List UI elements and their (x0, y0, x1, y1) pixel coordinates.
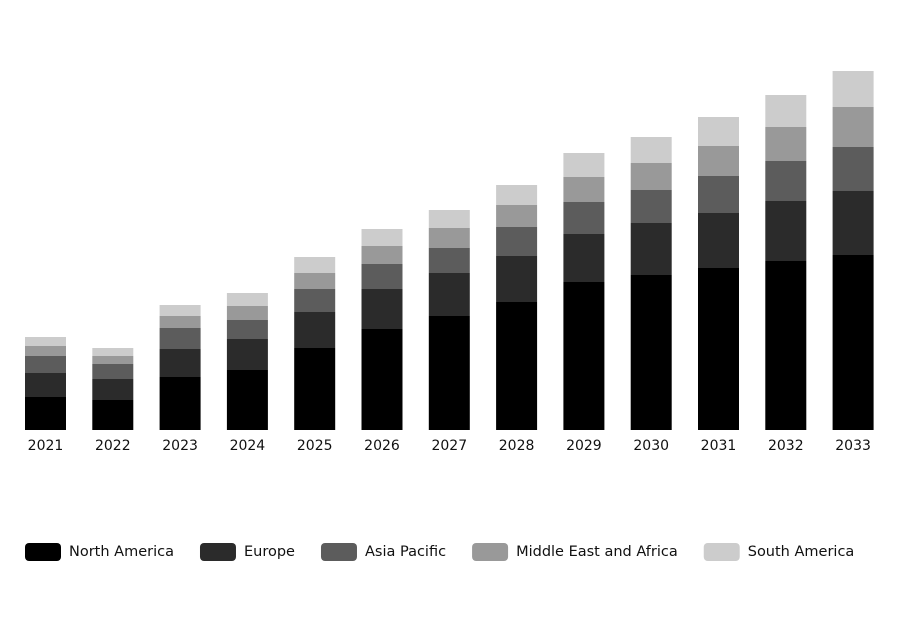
legend-swatch (320, 543, 357, 561)
bar-segment (428, 228, 470, 248)
bar-segment (25, 373, 66, 397)
bar-segment (226, 370, 268, 430)
bar-segment (832, 255, 874, 430)
x-tick-label: 2024 (230, 438, 266, 454)
bar-segment (361, 264, 403, 289)
x-tick-label: 2022 (95, 438, 131, 454)
x-tick-label: 2023 (162, 438, 198, 454)
bar-segment (25, 346, 66, 356)
bar-segment (25, 397, 66, 430)
bar-segment (630, 190, 672, 223)
bar-segment (159, 305, 201, 316)
bar-segment (361, 229, 403, 246)
bar-segment (428, 210, 470, 228)
bar-segment (496, 227, 538, 256)
legend-label: Europe (244, 544, 295, 560)
bar-segment (428, 273, 470, 316)
bar-segment (698, 176, 739, 213)
bar-segment (25, 337, 66, 346)
bar-segment (294, 257, 336, 273)
bar-segment (630, 223, 672, 275)
bar-segment (496, 302, 538, 430)
bar-segment (361, 289, 403, 329)
legend-label: North America (69, 544, 174, 560)
legend-label: South America (748, 544, 855, 560)
bar-segment (765, 261, 807, 430)
bar-segment (496, 185, 538, 205)
x-tick-label: 2025 (297, 438, 333, 454)
bar-segment (496, 205, 538, 227)
bar-segment (92, 379, 134, 400)
x-tick-label: 2026 (364, 438, 400, 454)
x-tick-label: 2029 (566, 438, 602, 454)
bar-segment (698, 268, 739, 430)
x-tick-label: 2028 (499, 438, 535, 454)
bar-segment (563, 234, 605, 282)
bar-segment (428, 316, 470, 430)
legend-swatch (199, 543, 236, 561)
bar-segment (159, 349, 201, 377)
legend-swatch (25, 543, 61, 561)
legend-swatch (472, 543, 509, 561)
bar-segment (630, 163, 672, 190)
bar-segment (159, 316, 201, 328)
bar-segment (832, 107, 874, 147)
bar-segment (294, 312, 336, 348)
bar-segment (563, 282, 605, 430)
bar-segment (630, 137, 672, 163)
bar-segment (698, 146, 739, 176)
bar-segment (765, 201, 807, 261)
bar-segment (92, 400, 134, 430)
bar-segment (294, 273, 336, 289)
bar-segment (496, 256, 538, 302)
bar-segment (630, 275, 672, 430)
bar-segment (226, 320, 268, 339)
bar-segment (832, 71, 874, 107)
bar-segment (765, 95, 807, 127)
x-tick-label: 2030 (633, 438, 669, 454)
bar-segment (92, 356, 134, 364)
bar-segment (226, 339, 268, 370)
legend-label: Asia Pacific (365, 544, 446, 560)
bar-segment (159, 328, 201, 349)
bar-segment (698, 213, 739, 268)
bar-segment (832, 191, 874, 255)
bar-segment (92, 364, 134, 379)
bar-segment (25, 356, 66, 373)
x-tick-label: 2021 (28, 438, 64, 454)
bar-segment (92, 348, 134, 356)
bar-segment (226, 293, 268, 306)
bar-segment (832, 147, 874, 191)
x-tick-label: 2027 (431, 438, 467, 454)
bar-segment (563, 177, 605, 202)
bar-segment (294, 348, 336, 430)
bar-segment (361, 329, 403, 430)
legend-label: Middle East and Africa (516, 544, 678, 560)
bar-segment (765, 127, 807, 161)
x-tick-label: 2032 (768, 438, 804, 454)
bar-segment (361, 246, 403, 264)
x-tick-label: 2033 (835, 438, 871, 454)
bar-segment (563, 153, 605, 177)
bar-segment (698, 117, 739, 146)
bar-segment (428, 248, 470, 273)
bar-segment (226, 306, 268, 320)
bar-segment (563, 202, 605, 234)
bar-segment (765, 161, 807, 201)
bar-segment (159, 377, 201, 430)
x-tick-label: 2031 (701, 438, 737, 454)
bar-segment (294, 289, 336, 312)
legend-swatch (703, 543, 740, 561)
